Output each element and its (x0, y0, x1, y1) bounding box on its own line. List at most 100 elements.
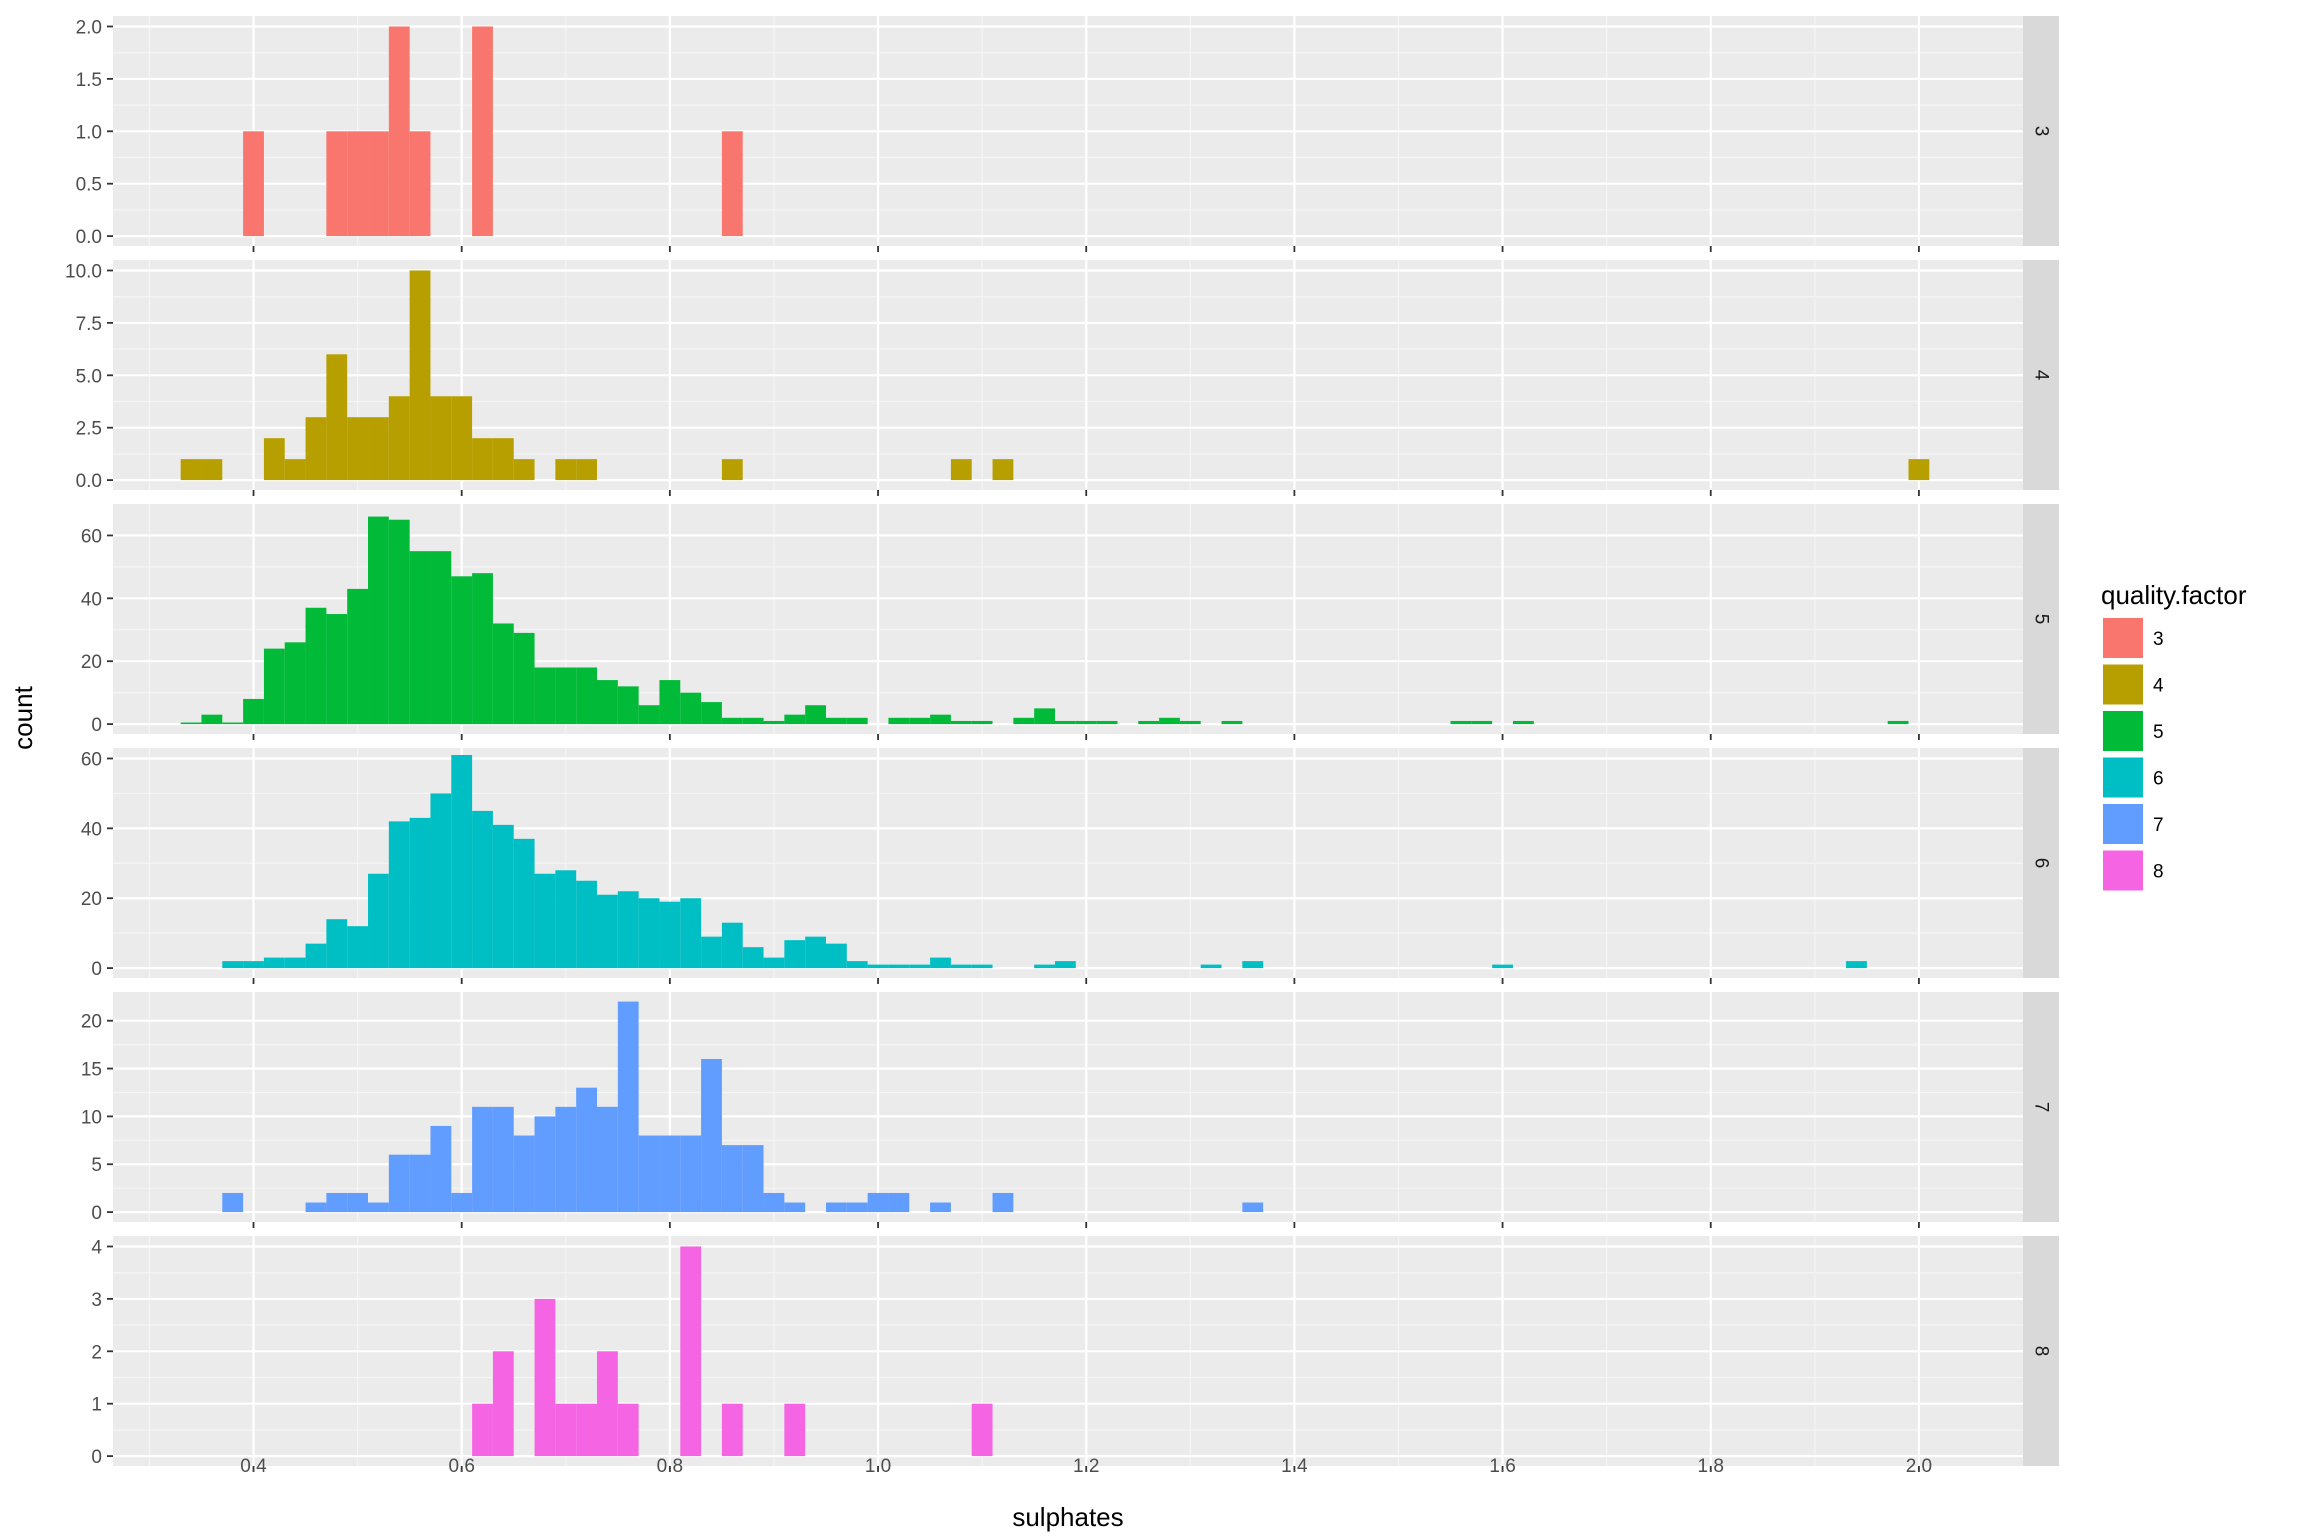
facet-6-bar (1034, 964, 1055, 969)
facet-5-bar (617, 686, 639, 725)
facet-3-bar (388, 26, 410, 237)
facet-4-bar (180, 459, 202, 481)
facet-8-y-tick-label: 1 (91, 1395, 102, 1416)
facet-5-bar (1054, 720, 1076, 725)
facet-5-bar (1512, 720, 1534, 725)
facet-5-bar (680, 692, 702, 725)
facet-6-bar (971, 964, 993, 969)
facet-4-bar (992, 459, 1014, 481)
facet-4-bar (368, 417, 389, 481)
facet-5-bar (347, 588, 369, 725)
facet-7-y-tick-label: 10 (81, 1107, 102, 1128)
facet-7-bar (721, 1145, 743, 1213)
legend-label-5: 5 (2153, 722, 2164, 743)
facet-7-y-tick-label: 5 (91, 1155, 102, 1176)
facet-3-y-tick-label: 1.0 (76, 122, 102, 143)
facet-4-bar (201, 459, 223, 481)
facet-8-strip (2023, 1236, 2059, 1466)
facet-5-strip (2023, 504, 2059, 734)
facet-3-bar (347, 131, 369, 237)
facet-5-bar (1887, 720, 1909, 725)
facet-3-bar (243, 131, 264, 237)
facet-5-bar (846, 717, 868, 725)
facet-7-bar (451, 1192, 473, 1213)
facet-5-bar (1075, 720, 1097, 725)
facet-5-bar (388, 519, 410, 725)
facet-6-bar (305, 943, 327, 969)
facet-7-bar (597, 1106, 618, 1213)
facet-5-bar (721, 717, 743, 725)
facet-6-bar (222, 961, 244, 969)
facet-7-bar (617, 1001, 639, 1213)
facet-6-bar (1242, 961, 1264, 969)
facet-5-bar (909, 717, 931, 725)
facet-5-bar (1179, 720, 1201, 725)
facet-7-bar (930, 1202, 951, 1213)
facet-5-bar (805, 705, 826, 725)
y-axis-title: count (8, 685, 38, 749)
facet-4-y-tick-label: 2.5 (76, 419, 102, 440)
facet-4-bar (284, 459, 306, 481)
facet-3-y-tick-label: 0.5 (76, 175, 102, 196)
facet-7-bar (825, 1202, 847, 1213)
facet-6-bar (1846, 961, 1867, 969)
facet-5-bar (701, 702, 722, 725)
x-tick-label: 1.8 (1698, 1456, 1724, 1477)
x-tick-label: 0.6 (448, 1456, 474, 1477)
facet-5-bar (1471, 720, 1493, 725)
facet-4-strip (2023, 260, 2059, 490)
facet-8-bar (971, 1403, 993, 1457)
facet-5-bar (409, 551, 431, 725)
facet-6-bar (576, 880, 598, 969)
facet-6-strip (2023, 748, 2059, 978)
facet-4-bar (950, 459, 972, 481)
facet-7-bar (576, 1087, 598, 1213)
facet-5-bar (284, 642, 306, 725)
facet-7-bar (888, 1192, 910, 1213)
facet-5-bar (326, 614, 348, 725)
facet-4-bar (388, 396, 410, 481)
facet-6-bar (846, 961, 868, 969)
x-tick-label: 1.0 (865, 1456, 891, 1477)
facet-3-bar (368, 131, 389, 237)
facet-5-bar (1138, 720, 1160, 725)
facet-7-bar (492, 1106, 514, 1213)
facet-5-y-tick-label: 40 (81, 589, 102, 610)
facet-6-y-tick-label: 0 (91, 959, 102, 980)
facet-4-strip-label: 4 (2031, 370, 2052, 381)
facet-6-bar (263, 957, 285, 969)
facet-6-bar (617, 891, 639, 969)
facet-6-bar (243, 961, 264, 969)
facet-6-bar (909, 964, 931, 969)
x-tick-label: 1.4 (1281, 1456, 1308, 1477)
facet-5-bar (534, 667, 556, 725)
facet-6-bar (597, 894, 618, 969)
facet-5-bar (1013, 717, 1035, 725)
facet-8-y-tick-label: 0 (91, 1447, 102, 1468)
facet-3-bar (721, 131, 743, 237)
facet-5-bar (201, 714, 223, 725)
facet-7-y-tick-label: 15 (81, 1060, 102, 1081)
facet-6-bar (430, 793, 452, 969)
facet-6-bar (326, 919, 348, 969)
facet-4-bar (576, 459, 598, 481)
facet-6-bar (805, 936, 826, 969)
facet-5-bar (930, 714, 951, 725)
facet-4-bar (305, 417, 327, 481)
facet-7-bar (638, 1135, 660, 1213)
facet-5-bar (971, 720, 993, 725)
facet-5-bar (305, 607, 327, 725)
facet-5-bar (513, 632, 535, 725)
facet-6-strip-label: 6 (2031, 858, 2052, 869)
facet-7-bar (1242, 1202, 1264, 1213)
x-tick-label: 0.8 (657, 1456, 683, 1477)
facet-5-bar (492, 623, 514, 725)
facet-5-bar (243, 698, 264, 725)
facet-6-bar (472, 810, 493, 969)
facet-7-bar (742, 1145, 764, 1213)
facet-7-bar (867, 1192, 889, 1213)
facet-5-bar (659, 680, 681, 725)
facet-6-bar (763, 957, 785, 969)
facet-5-bar (784, 714, 806, 725)
